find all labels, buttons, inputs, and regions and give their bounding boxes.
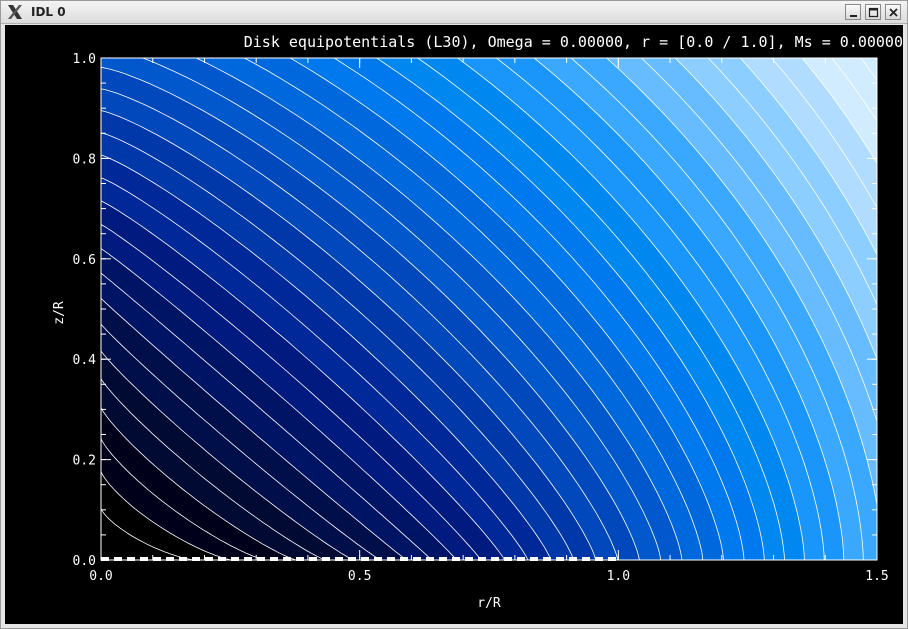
contour-line — [101, 272, 433, 560]
contour-plot: 0.0 0.5 1.0 1.5 0.0 0.2 0.4 0.6 0.8 1.0 Disk equi… — [52, 33, 903, 611]
contour-line — [101, 224, 482, 560]
maximize-icon — [868, 7, 879, 18]
contour-line — [570, 58, 864, 560]
contour-line — [101, 132, 574, 560]
window-title: IDL 0 — [31, 5, 66, 19]
x-tick-label: 1.5 — [865, 569, 888, 584]
contour-line — [101, 200, 505, 560]
minimize-icon — [850, 15, 857, 17]
y-tick-label: 1.0 — [73, 52, 96, 67]
y-tick-label: 0.4 — [73, 353, 97, 368]
contour-line — [101, 248, 457, 560]
maximize-button[interactable] — [865, 4, 881, 20]
y-tick-label: 0.0 — [73, 554, 96, 569]
contour-line — [101, 298, 407, 560]
y-tick-label: 0.8 — [73, 152, 96, 167]
y-axis-label: z/R — [52, 301, 67, 325]
contour-line — [141, 58, 662, 560]
contour-line — [195, 58, 683, 560]
x-tick-label: 0.0 — [89, 569, 112, 584]
contour-line — [416, 58, 785, 560]
contour-line — [101, 350, 354, 560]
contour-fills — [101, 58, 877, 560]
x-tick-label: 0.5 — [348, 569, 371, 584]
close-icon — [889, 8, 898, 17]
plot-axes: 0.0 0.5 1.0 1.5 0.0 0.2 0.4 0.6 0.8 1.0 — [73, 52, 889, 584]
contour-line — [101, 438, 266, 560]
contour-line — [101, 407, 297, 560]
contour-line — [101, 324, 381, 560]
contour-line — [101, 110, 597, 560]
contour-line — [101, 154, 552, 560]
y-tick-label: 0.2 — [73, 454, 96, 469]
plot-title: Disk equipotentials (L30), Omega = 0.000… — [244, 33, 903, 51]
contour-line — [495, 58, 825, 560]
contour-line — [533, 58, 845, 560]
contour-line — [375, 58, 765, 560]
y-tick-label: 0.6 — [73, 253, 96, 268]
x-axis-label: r/R — [477, 596, 501, 611]
contour-line — [333, 58, 745, 560]
plot-canvas: 0.0 0.5 1.0 1.5 0.0 0.2 0.4 0.6 0.8 1.0 Disk equi… — [5, 25, 903, 624]
contour-lines — [101, 58, 877, 560]
contour-line — [606, 58, 877, 508]
contour-line — [101, 88, 619, 560]
contour-line — [640, 58, 877, 423]
x-tick-label: 1.0 — [607, 569, 630, 584]
contour-line — [101, 67, 640, 560]
contour-line — [243, 58, 704, 560]
contour-line — [289, 58, 724, 560]
minimize-button[interactable] — [845, 4, 861, 20]
contour-line — [101, 177, 529, 560]
title-bar[interactable]: IDL 0 — [1, 1, 907, 24]
x11-logo-icon — [8, 5, 22, 19]
close-button[interactable] — [885, 4, 901, 20]
contour-line — [101, 378, 326, 560]
contour-fill-level — [101, 508, 195, 560]
contour-line — [457, 58, 805, 560]
